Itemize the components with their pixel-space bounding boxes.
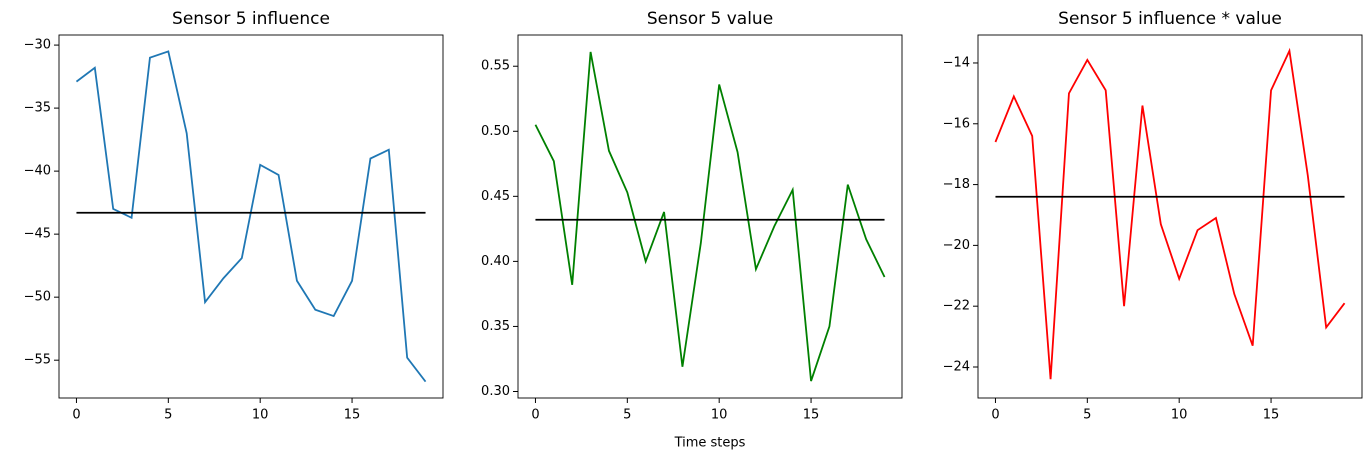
x-tick-label: 0 xyxy=(531,408,539,423)
chart-title: Sensor 5 value xyxy=(647,9,773,29)
chart-title: Sensor 5 influence xyxy=(172,9,330,29)
y-tick-label: 0.50 xyxy=(481,124,510,139)
y-tick-label: −40 xyxy=(24,164,51,179)
x-tick-label: 0 xyxy=(991,408,999,423)
x-tick-label: 10 xyxy=(1171,408,1188,423)
x-tick-label: 5 xyxy=(164,408,172,423)
data-line xyxy=(75,50,427,383)
y-tick-label: −50 xyxy=(24,290,51,305)
y-tick-label: −30 xyxy=(24,38,51,53)
y-tick-label: 0.40 xyxy=(481,254,510,269)
x-axis-label: Time steps xyxy=(674,436,746,451)
y-tick-label: −16 xyxy=(943,116,970,131)
plot-frame xyxy=(977,34,1363,399)
x-tick-label: 10 xyxy=(711,408,728,423)
y-tick-label: −20 xyxy=(943,238,970,253)
x-tick-label: 15 xyxy=(344,408,361,423)
data-line xyxy=(994,47,1346,380)
data-line xyxy=(534,51,886,382)
x-tick-label: 10 xyxy=(252,408,269,423)
y-tick-label: −45 xyxy=(24,227,51,242)
y-tick-label: 0.35 xyxy=(481,319,510,334)
y-tick-label: −55 xyxy=(24,353,51,368)
x-tick-label: 5 xyxy=(623,408,631,423)
plot-frame xyxy=(517,34,903,399)
x-tick-label: 5 xyxy=(1083,408,1091,423)
y-tick-label: −22 xyxy=(943,299,970,314)
y-tick-label: −35 xyxy=(24,101,51,116)
x-tick-label: 15 xyxy=(803,408,820,423)
plot-frame xyxy=(58,34,444,399)
y-tick-label: −18 xyxy=(943,177,970,192)
y-tick-label: 0.55 xyxy=(481,59,510,74)
y-tick-label: 0.45 xyxy=(481,189,510,204)
chart-title: Sensor 5 influence * value xyxy=(1058,9,1282,29)
y-tick-label: −24 xyxy=(943,359,970,374)
y-tick-label: −14 xyxy=(943,55,970,70)
y-tick-label: 0.30 xyxy=(481,384,510,399)
x-tick-label: 0 xyxy=(72,408,80,423)
x-tick-label: 15 xyxy=(1263,408,1280,423)
